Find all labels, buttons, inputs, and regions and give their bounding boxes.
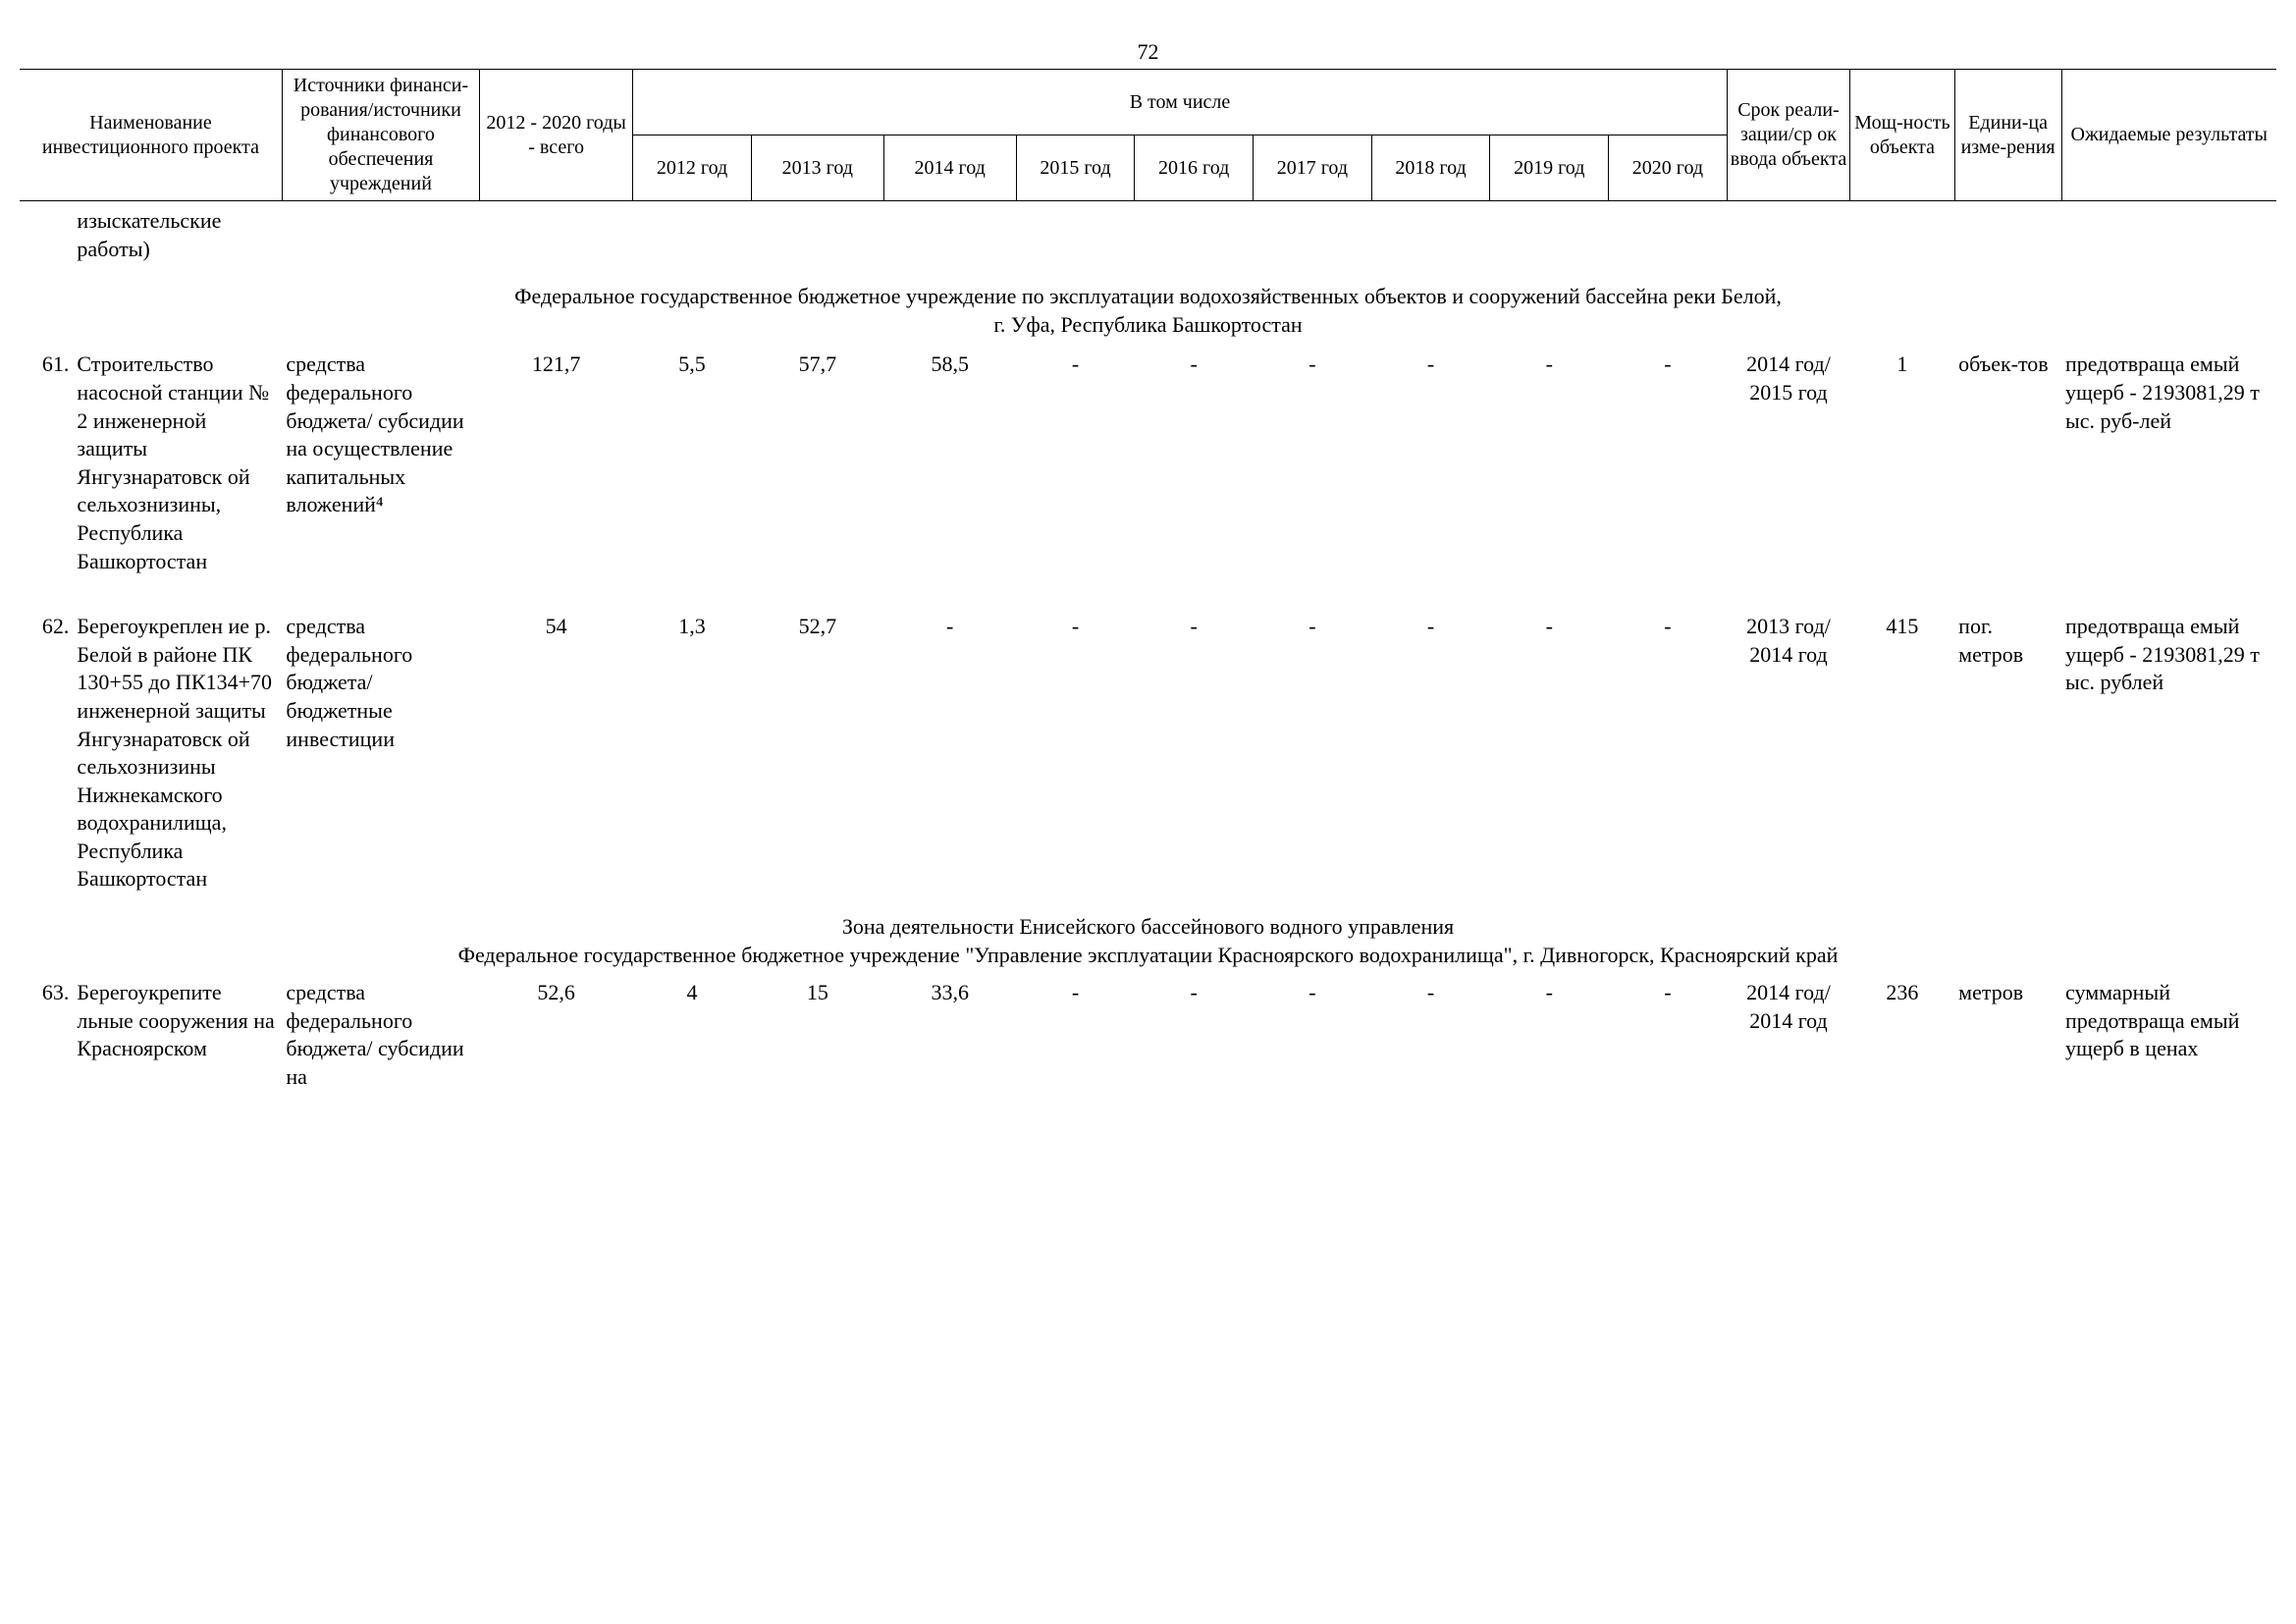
cell-year: 33,6 [883, 973, 1016, 1097]
cell-year: - [1016, 345, 1135, 581]
col-header-unit: Едини-ца изме-рения [1954, 70, 2061, 201]
cell-year: - [1135, 607, 1254, 899]
section-heading: Зона деятельности Енисейского бассейново… [20, 899, 2276, 942]
document-page: 72 Наименование инвестиционного проекта … [0, 0, 2296, 1624]
section-heading-text: г. Уфа, Республика Башкортостан [20, 311, 2276, 346]
col-header-year: 2017 год [1254, 135, 1372, 201]
cell-year: - [1135, 345, 1254, 581]
cell-year: - [1254, 607, 1372, 899]
cell-power: 236 [1850, 973, 1954, 1097]
table-row: 62. Берегоукреплен ие р. Белой в районе … [20, 607, 2276, 899]
cell-source: средства федерального бюджета/ субсидии … [282, 973, 479, 1097]
cell-year: - [883, 607, 1016, 899]
cell-year: 52,7 [751, 607, 883, 899]
col-header-year: 2015 год [1016, 135, 1135, 201]
cell-year: - [1016, 607, 1135, 899]
cell-deadline: 2014 год/ 2014 год [1727, 973, 1849, 1097]
cell-total: 121,7 [480, 345, 633, 581]
col-header-deadline: Срок реали-зации/ср ок ввода объекта [1727, 70, 1849, 201]
cell-deadline: 2014 год/ 2015 год [1727, 345, 1849, 581]
cell-year: - [1609, 973, 1728, 1097]
cell-unit: объек-тов [1954, 345, 2061, 581]
cell-power: 415 [1850, 607, 1954, 899]
table-row: 63. Берегоукрепите льные сооружения на К… [20, 973, 2276, 1097]
cell-year: 57,7 [751, 345, 883, 581]
col-header-year: 2019 год [1490, 135, 1609, 201]
cell-unit: пог. метров [1954, 607, 2061, 899]
cell-year: 15 [751, 973, 883, 1097]
cell-year: - [1490, 345, 1609, 581]
cell-year: 4 [633, 973, 752, 1097]
col-header-total: 2012 - 2020 годы - всего [480, 70, 633, 201]
cell-result: предотвраща емый ущерб - 2193081,29 т ыс… [2061, 345, 2276, 581]
cell-number: 61. [20, 345, 73, 581]
section-heading-text: Федеральное государственное бюджетное уч… [20, 269, 2276, 311]
cell-year: - [1254, 973, 1372, 1097]
table-row-orphan: изыскательские работы) [20, 201, 2276, 270]
col-header-power: Мощ-ность объекта [1850, 70, 1954, 201]
cell-year: 1,3 [633, 607, 752, 899]
section-heading-text: Федеральное государственное бюджетное уч… [20, 942, 2276, 974]
investment-projects-table: Наименование инвестиционного проекта Ист… [20, 69, 2276, 1098]
section-heading: г. Уфа, Республика Башкортостан [20, 311, 2276, 346]
cell-name: Строительство насосной станции № 2 инжен… [73, 345, 282, 581]
col-header-year: 2012 год [633, 135, 752, 201]
cell-source: средства федерального бюджета/ бюджетные… [282, 607, 479, 899]
cell-year: - [1254, 345, 1372, 581]
cell-year: - [1371, 973, 1490, 1097]
cell-name: Берегоукрепите льные сооружения на Красн… [73, 973, 282, 1097]
section-heading: Федеральное государственное бюджетное уч… [20, 269, 2276, 311]
col-header-year: 2014 год [883, 135, 1016, 201]
cell-year: - [1609, 345, 1728, 581]
cell-year: 5,5 [633, 345, 752, 581]
col-header-year: 2020 год [1609, 135, 1728, 201]
cell-power: 1 [1850, 345, 1954, 581]
col-header-year: 2018 год [1371, 135, 1490, 201]
cell-name: изыскательские работы) [73, 201, 282, 270]
table-row: 61. Строительство насосной станции № 2 и… [20, 345, 2276, 581]
col-header-source: Источники финанси-рования/источники фина… [282, 70, 479, 201]
cell-number: 62. [20, 607, 73, 899]
cell-year: - [1490, 973, 1609, 1097]
cell-result: предотвраща емый ущерб - 2193081,29 т ыс… [2061, 607, 2276, 899]
cell-year: - [1016, 973, 1135, 1097]
section-heading: Федеральное государственное бюджетное уч… [20, 942, 2276, 974]
cell-unit: метров [1954, 973, 2061, 1097]
cell-year: - [1135, 973, 1254, 1097]
cell-total: 54 [480, 607, 633, 899]
cell-year: - [1371, 607, 1490, 899]
col-header-result: Ожидаемые результаты [2061, 70, 2276, 201]
col-header-year: 2016 год [1135, 135, 1254, 201]
cell-number: 63. [20, 973, 73, 1097]
page-number: 72 [20, 39, 2276, 65]
col-header-year: 2013 год [751, 135, 883, 201]
section-heading-text: Зона деятельности Енисейского бассейново… [20, 899, 2276, 942]
col-header-including: В том числе [633, 70, 1728, 135]
cell-total: 52,6 [480, 973, 633, 1097]
cell-source: средства федерального бюджета/ субсидии … [282, 345, 479, 581]
cell-result: суммарный предотвраща емый ущерб в ценах [2061, 973, 2276, 1097]
cell-name: Берегоукреплен ие р. Белой в районе ПК 1… [73, 607, 282, 899]
cell-year: - [1490, 607, 1609, 899]
cell-year: - [1609, 607, 1728, 899]
col-header-name: Наименование инвестиционного проекта [20, 70, 282, 201]
cell-year: - [1371, 345, 1490, 581]
table-header: Наименование инвестиционного проекта Ист… [20, 70, 2276, 201]
cell-year: 58,5 [883, 345, 1016, 581]
cell-deadline: 2013 год/ 2014 год [1727, 607, 1849, 899]
